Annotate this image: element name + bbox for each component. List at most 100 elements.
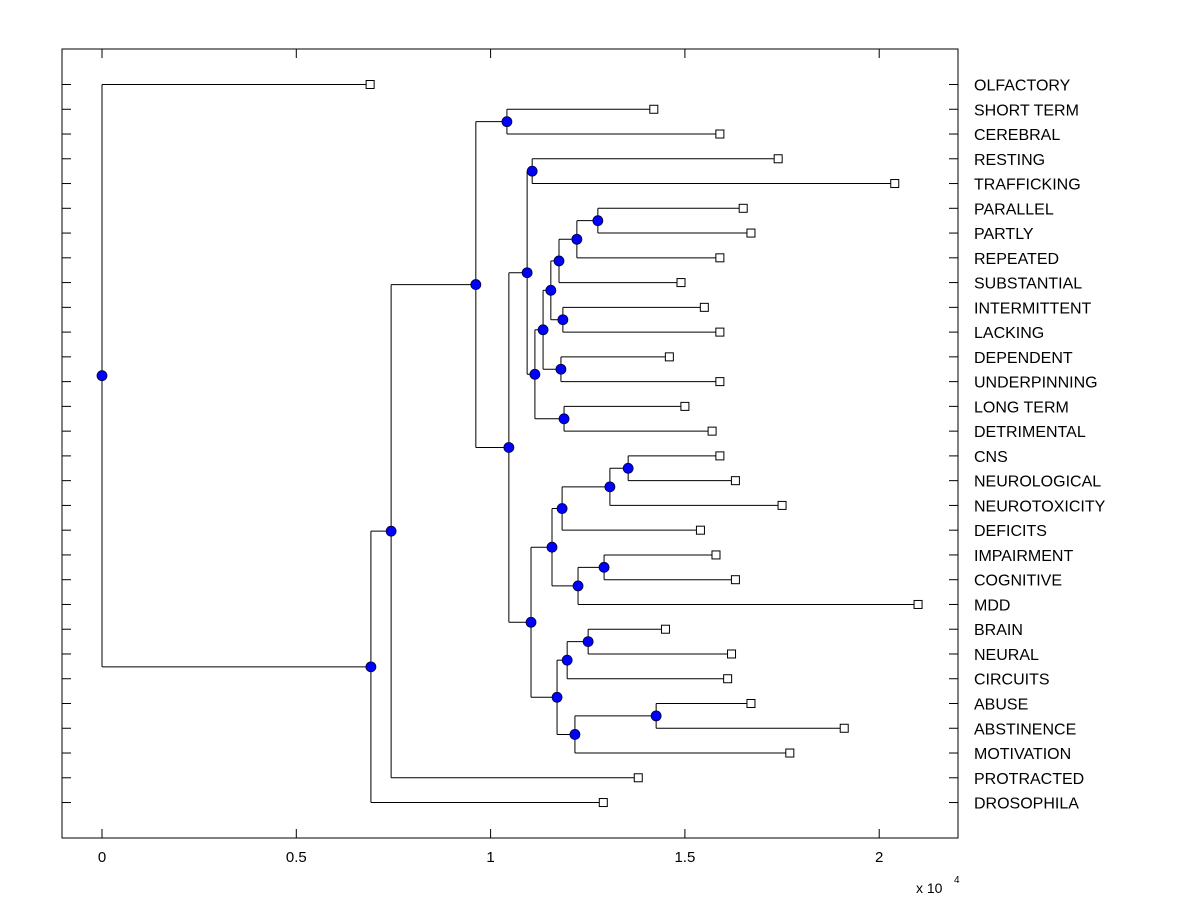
leaf-label: MDD [974, 597, 1010, 614]
leaf-label: COGNITIVE [974, 573, 1062, 590]
x-multiplier-exponent: 4 [954, 875, 960, 886]
internal-node-marker [551, 691, 563, 703]
leaf-marker [777, 500, 787, 510]
leaf-label: PROTRACTED [974, 771, 1084, 788]
leaf-label: TRAFFICKING [974, 177, 1081, 194]
leaf-marker [839, 723, 849, 733]
leaf-marker [695, 525, 705, 535]
leaf-label: PARALLEL [974, 201, 1054, 218]
internal-node-marker [529, 368, 541, 380]
leaf-marker [773, 154, 783, 164]
leaf-marker [365, 80, 375, 89]
leaf-label: ABUSE [974, 697, 1028, 714]
leaf-label: NEUROTOXICITY [974, 498, 1106, 515]
leaf-marker [711, 550, 721, 560]
internal-node-marker [525, 616, 537, 628]
leaf-label: NEUROLOGICAL [974, 474, 1101, 491]
leaf-marker [664, 352, 674, 362]
leaf-label: DROSOPHILA [974, 796, 1079, 813]
leaf-marker [746, 699, 756, 708]
leaf-markers [365, 80, 923, 808]
x-tick-label: 2 [875, 849, 883, 866]
leaf-label: DETRIMENTAL [974, 424, 1086, 441]
leaf-marker [598, 798, 608, 808]
leaf-marker [680, 401, 690, 411]
internal-node-marker [561, 654, 573, 666]
internal-node-marker [385, 525, 397, 537]
internal-node-markers [96, 116, 662, 740]
internal-node-marker [650, 710, 662, 722]
x-multiplier-label: x 10 [916, 880, 943, 896]
internal-node-marker [598, 561, 610, 573]
leaf-label: UNDERPINNING [974, 375, 1098, 392]
leaf-marker [785, 748, 795, 758]
internal-node-marker [503, 442, 515, 453]
leaf-marker [730, 575, 740, 585]
leaf-label: PARTLY [974, 226, 1034, 243]
internal-node-marker [582, 636, 594, 647]
leaf-label: NEURAL [974, 647, 1039, 664]
leaf-label: IMPAIRMENT [974, 548, 1073, 565]
leaf-label: RESTING [974, 152, 1045, 169]
leaf-marker [738, 203, 748, 213]
leaf-marker [715, 327, 725, 337]
leaf-marker [727, 649, 737, 659]
internal-node-marker [96, 370, 108, 382]
internal-node-marker [365, 661, 377, 673]
leaf-marker [707, 426, 717, 436]
internal-node-marker [470, 279, 482, 290]
internal-node-marker [526, 165, 538, 177]
leaf-labels: OLFACTORY SHORT TERM CEREBRAL RESTING TRAFFI… [974, 78, 1106, 813]
leaf-label: SUBSTANTIAL [974, 276, 1082, 293]
internal-node-marker [546, 541, 558, 553]
x-tick-label: 0.5 [286, 849, 307, 866]
leaf-marker [676, 278, 686, 288]
internal-node-marker [501, 116, 513, 128]
internal-node-marker [592, 215, 604, 227]
internal-node-marker [604, 481, 616, 493]
internal-node-marker [537, 324, 549, 336]
leaf-marker [913, 599, 923, 609]
leaf-label: BRAIN [974, 622, 1023, 639]
x-tick-label: 1 [486, 849, 494, 866]
leaf-marker [699, 302, 709, 312]
leaf-label: ABSTINENCE [974, 721, 1076, 738]
leaf-label: CNS [974, 449, 1008, 466]
leaf-label: LONG TERM [974, 399, 1069, 416]
internal-node-marker [572, 580, 584, 592]
leaf-marker [633, 773, 643, 783]
leaf-label: CEREBRAL [974, 127, 1060, 144]
leaf-label: LACKING [974, 325, 1044, 342]
axis-ticks [62, 49, 958, 838]
internal-node-marker [571, 233, 583, 245]
leaf-label: MOTIVATION [974, 746, 1071, 763]
leaf-label: DEPENDENT [974, 350, 1073, 367]
leaf-label: OLFACTORY [974, 78, 1071, 95]
leaf-label: CIRCUITS [974, 672, 1050, 689]
leaf-marker [746, 228, 756, 238]
internal-node-marker [569, 729, 581, 740]
leaf-label: SHORT TERM [974, 102, 1079, 119]
leaf-marker [890, 179, 900, 189]
internal-node-marker [556, 503, 568, 514]
leaf-marker [715, 451, 725, 461]
leaf-marker [715, 377, 725, 387]
leaf-marker [730, 476, 740, 486]
x-tick-label: 1.5 [674, 849, 695, 866]
x-tick-label: 0 [98, 849, 106, 866]
leaf-marker [660, 624, 670, 634]
leaf-marker [723, 674, 733, 684]
internal-node-marker [558, 413, 570, 425]
leaf-label: INTERMITTENT [974, 300, 1092, 317]
internal-node-marker [553, 255, 565, 267]
internal-node-marker [545, 284, 557, 296]
leaf-label: REPEATED [974, 251, 1059, 268]
internal-node-marker [521, 267, 533, 279]
leaf-marker [715, 129, 725, 139]
internal-node-marker [622, 462, 634, 474]
leaf-label: DEFICITS [974, 523, 1047, 540]
leaf-marker [649, 104, 659, 114]
x-tick-labels: 0 0.5 1 1.5 2 [98, 849, 884, 866]
internal-node-marker [557, 314, 569, 326]
